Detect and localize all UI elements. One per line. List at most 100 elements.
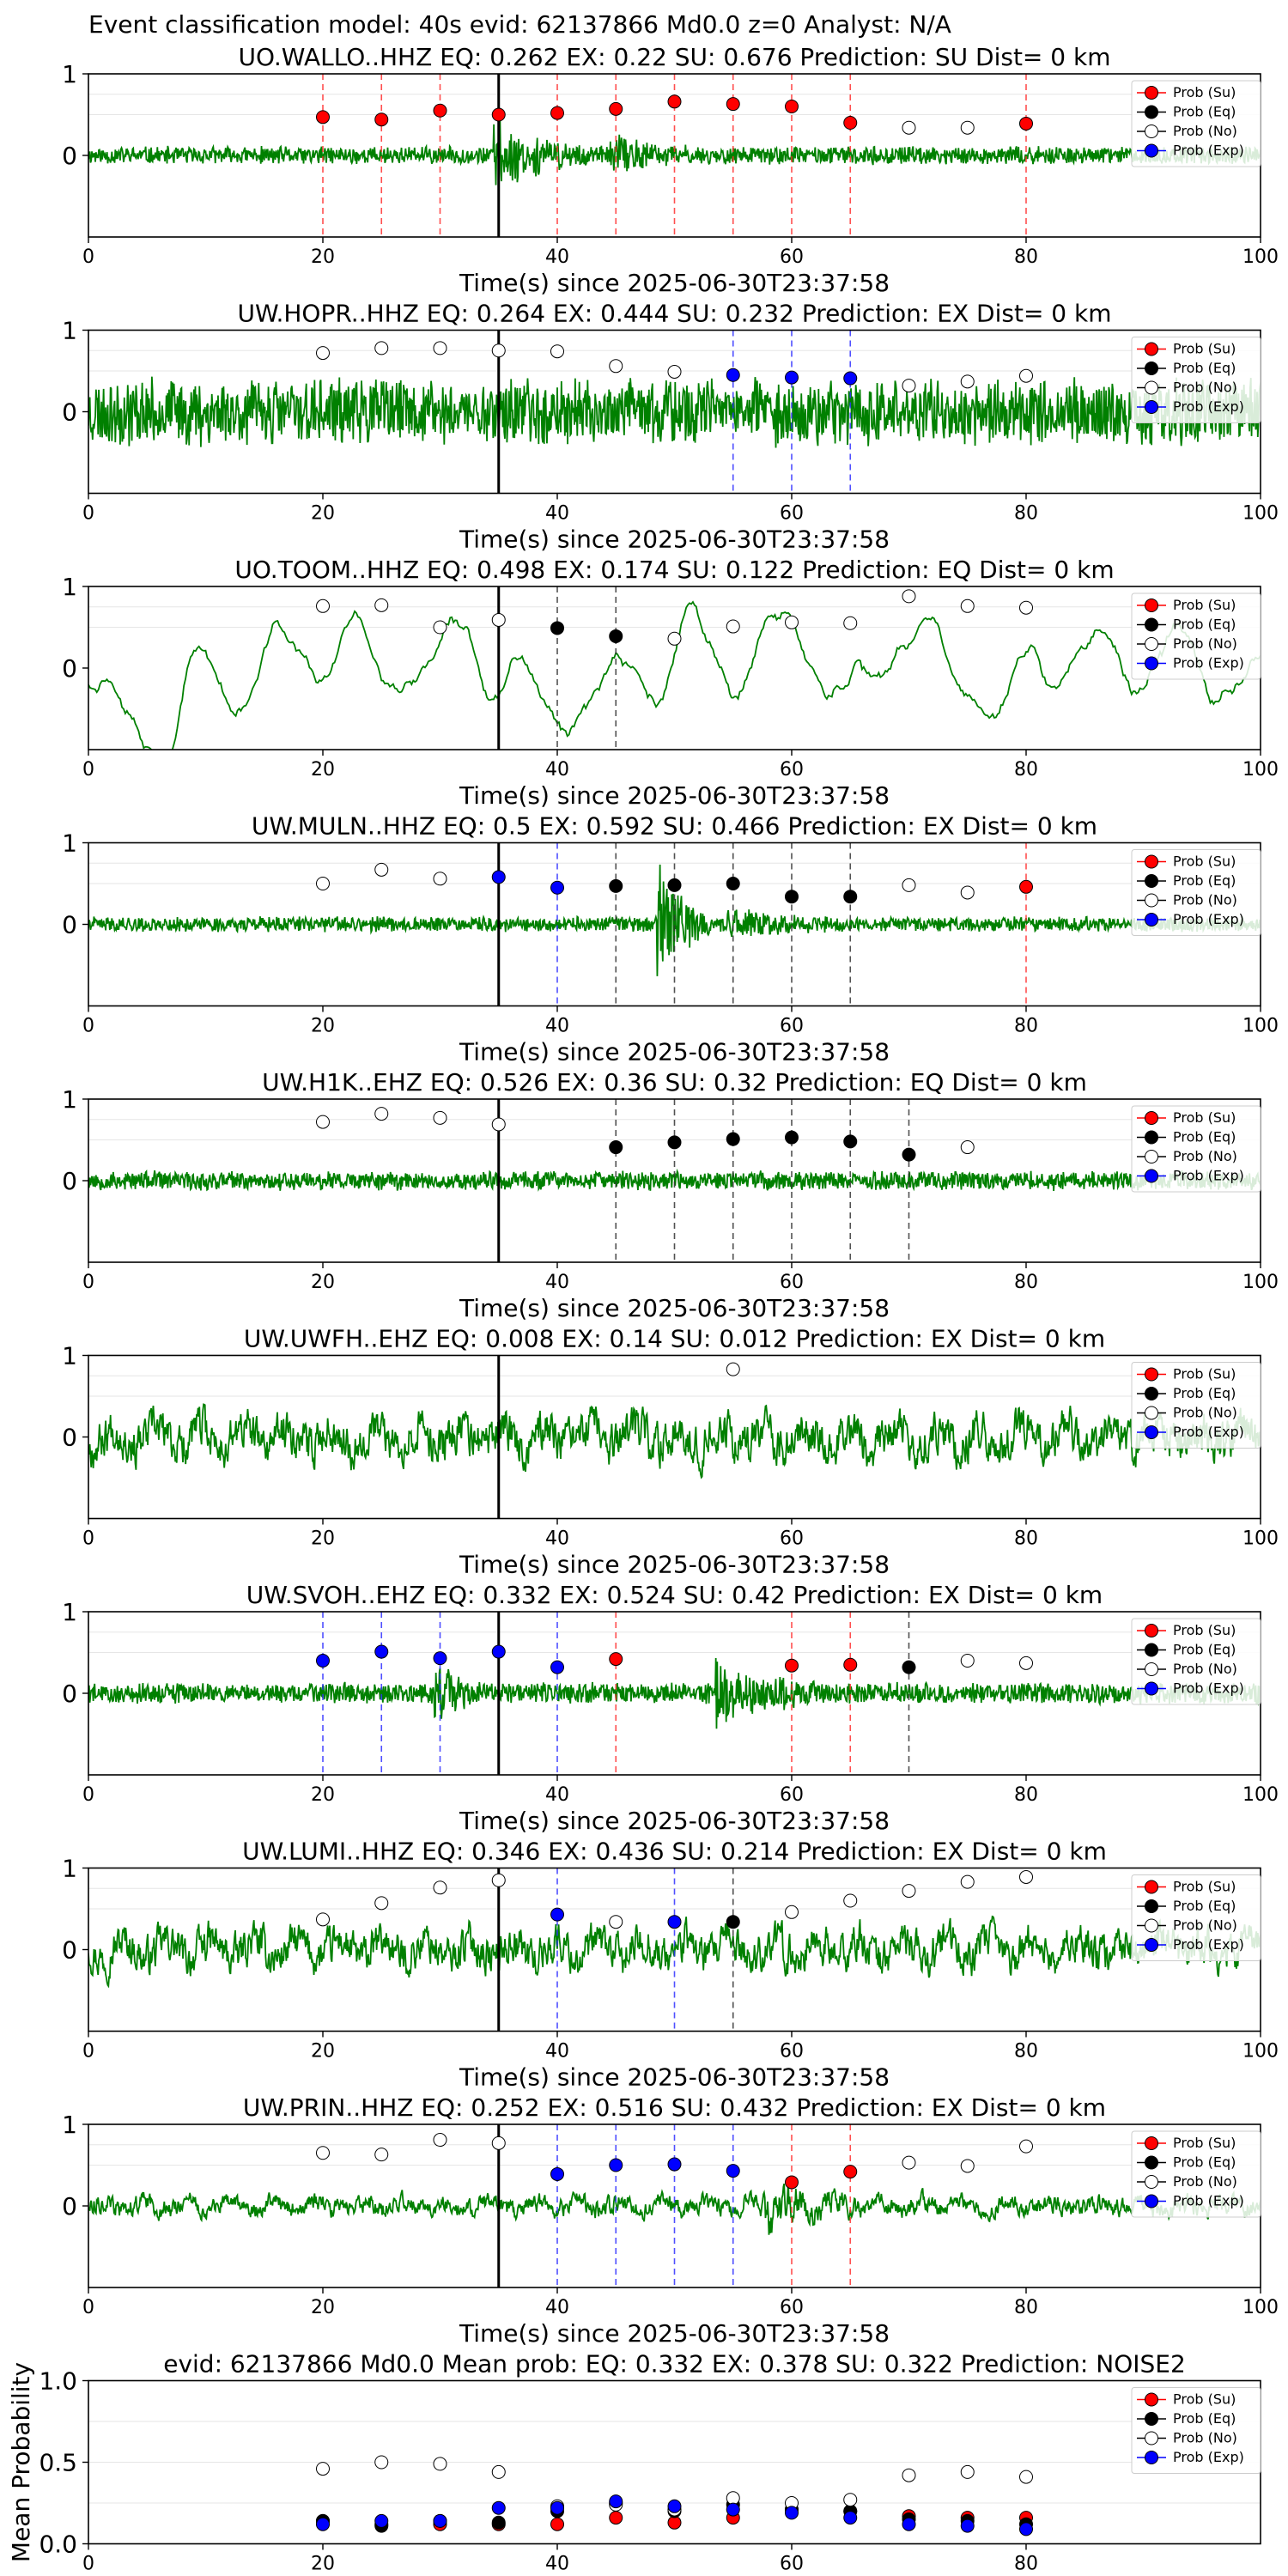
legend-label: Prob (No) — [1173, 892, 1237, 908]
prob-point — [374, 598, 389, 612]
panel-3: UW.MULN..HHZ EQ: 0.5 EX: 0.592 SU: 0.466… — [62, 812, 1279, 1066]
legend-label: Prob (No) — [1173, 1917, 1237, 1934]
prob-point — [843, 1134, 858, 1149]
y-tick-label: 1 — [62, 829, 77, 858]
legend-marker — [1145, 143, 1158, 158]
legend-marker — [1145, 874, 1158, 888]
y-tick-label: 0 — [62, 2192, 77, 2221]
panel-4: UW.H1K..EHZ EQ: 0.526 EX: 0.36 SU: 0.32 … — [62, 1068, 1279, 1322]
legend-box — [1131, 592, 1261, 680]
legend-label: Prob (Su) — [1173, 84, 1236, 100]
prob-point — [316, 877, 330, 890]
legend: Prob (Su) Prob (Eq) Prob (No) Prob (Exp) — [1131, 1362, 1261, 1449]
prob-point — [550, 106, 564, 120]
mean-prob-point — [843, 2511, 858, 2525]
x-tick-label: 40 — [545, 1784, 569, 1806]
prob-point — [1019, 879, 1033, 894]
x-tick-label: 60 — [780, 2297, 804, 2318]
plot-area — [88, 1355, 1261, 1519]
mean-prob-point — [316, 2517, 330, 2531]
legend-marker — [1145, 1387, 1158, 1400]
y-tick-label: 0 — [62, 1936, 77, 1965]
legend-label: Prob (Su) — [1173, 597, 1236, 613]
prob-point — [843, 890, 858, 904]
plot-area — [88, 74, 1261, 237]
x-tick-label: 40 — [545, 2297, 569, 2318]
prob-point — [843, 2165, 858, 2179]
legend-label: Prob (Exp) — [1173, 1168, 1244, 1184]
x-tick-label: 60 — [780, 1016, 804, 1037]
x-tick-label: 80 — [1014, 2554, 1038, 2575]
legend: Prob (Su) Prob (Eq) Prob (No) Prob (Exp) — [1131, 80, 1261, 167]
legend-marker — [1145, 105, 1158, 119]
x-tick-label: 0 — [82, 2041, 94, 2063]
prob-point — [902, 1147, 916, 1162]
mean-prob-point — [785, 2506, 799, 2520]
x-tick-label: 100 — [1242, 2041, 1279, 2063]
legend-label: Prob (No) — [1173, 2173, 1237, 2190]
y-tick-label: 0 — [62, 1424, 77, 1452]
x-tick-label: 80 — [1014, 2297, 1038, 2318]
y-tick-label: 1 — [62, 317, 77, 345]
x-tick-label: 60 — [780, 2554, 804, 2575]
prob-point — [785, 100, 799, 113]
x-tick-label: 20 — [311, 503, 335, 525]
prob-point — [843, 1657, 858, 1672]
legend-box — [1131, 80, 1261, 167]
prob-point — [374, 862, 389, 877]
legend-box — [1131, 849, 1261, 936]
x-axis-label: Time(s) since 2025-06-30T23:37:58 — [459, 1807, 890, 1835]
x-tick-label: 80 — [1014, 503, 1038, 525]
legend-marker — [1145, 1169, 1158, 1183]
legend-marker — [1145, 1681, 1158, 1696]
prob-point — [667, 2157, 682, 2172]
mean-prob-point — [667, 2499, 682, 2513]
prob-point — [667, 1915, 682, 1929]
legend-marker — [1145, 893, 1158, 908]
prob-point — [491, 107, 506, 122]
legend-label: Prob (Exp) — [1173, 2193, 1244, 2209]
legend-marker — [1145, 2155, 1158, 2170]
prob-point — [491, 1873, 506, 1887]
plot-area — [88, 1868, 1261, 2032]
x-tick-label: 0 — [82, 759, 94, 781]
x-tick-label: 40 — [545, 2554, 569, 2575]
waveform-trace — [88, 1168, 1261, 1192]
waveform-trace — [88, 1915, 1261, 1989]
x-axis-label: Time(s) since 2025-06-30T23:37:58 — [459, 1294, 890, 1322]
mean-prob-point — [843, 2493, 858, 2507]
prob-point — [902, 2155, 916, 2170]
x-tick-label: 40 — [545, 1272, 569, 1293]
x-tick-label: 20 — [311, 2554, 335, 2575]
panel-0: UO.WALLO..HHZ EQ: 0.262 EX: 0.22 SU: 0.6… — [62, 43, 1279, 297]
panel-title: UW.UWFH..EHZ EQ: 0.008 EX: 0.14 SU: 0.01… — [244, 1325, 1105, 1353]
x-tick-label: 40 — [545, 1016, 569, 1037]
prob-point — [316, 110, 330, 125]
prob-point — [902, 379, 916, 393]
mean-prob-point — [316, 2462, 330, 2476]
y-tick-label: 0.5 — [39, 2449, 77, 2477]
legend-marker — [1145, 1643, 1158, 1657]
prob-point — [960, 120, 975, 135]
x-tick-label: 80 — [1014, 1016, 1038, 1037]
legend-marker — [1145, 2431, 1158, 2445]
legend-label: Prob (Eq) — [1173, 1898, 1236, 1914]
legend-marker — [1145, 656, 1158, 671]
prob-point — [785, 1658, 799, 1673]
mean-prob-point — [609, 2494, 623, 2509]
mean-prob-point — [491, 2464, 506, 2479]
prob-point — [667, 878, 682, 892]
legend: Prob (Su) Prob (Eq) Prob (No) Prob (Exp) — [1131, 337, 1261, 423]
x-tick-label: 60 — [780, 1272, 804, 1293]
x-tick-label: 100 — [1242, 1272, 1279, 1293]
legend-label: Prob (Su) — [1173, 1366, 1236, 1382]
y-axis-label: Mean Probability — [7, 2362, 35, 2562]
x-tick-label: 100 — [1242, 1016, 1279, 1037]
mean-prob-point — [491, 2500, 506, 2515]
panels: UO.WALLO..HHZ EQ: 0.262 EX: 0.22 SU: 0.6… — [7, 43, 1279, 2575]
x-tick-label: 100 — [1242, 2297, 1279, 2318]
waveform-trace — [88, 1657, 1261, 1729]
plot-area — [88, 2124, 1261, 2287]
prob-point — [609, 1652, 623, 1667]
